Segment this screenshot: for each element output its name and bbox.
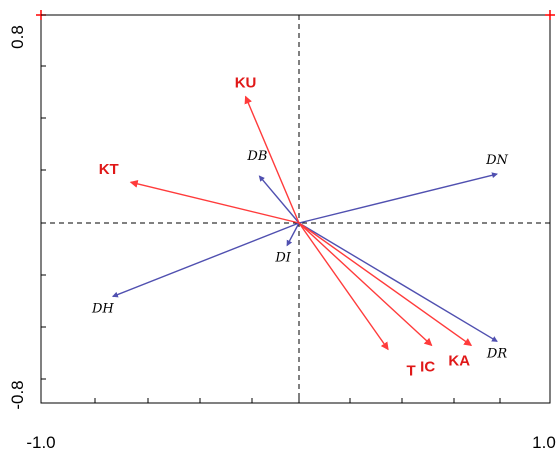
species-arrow-di (286, 222, 300, 247)
species-arrow-dh (111, 222, 300, 298)
env-label-kt: KT (99, 161, 119, 178)
x-tick-label-left: -1.0 (26, 433, 55, 452)
env-arrow-kt (129, 179, 300, 224)
env-label-ic: IC (420, 358, 435, 375)
species-arrow-dr (298, 222, 498, 342)
species-label-db: DB (246, 149, 267, 164)
env-label-t: T (407, 362, 416, 379)
env-arrow-ku (244, 95, 300, 224)
species-label-dn: DN (485, 153, 508, 168)
y-tick-label-top: 0.8 (8, 25, 27, 49)
env-label-ka: KA (448, 352, 470, 369)
environmental-arrows: KU KT T IC KA (99, 75, 473, 379)
env-arrow-t (298, 222, 389, 351)
y-axis-ticks (41, 14, 46, 380)
x-axis-ticks (40, 398, 551, 403)
y-tick-label-bottom: -0.8 (8, 380, 27, 409)
species-label-di: DI (274, 250, 291, 265)
x-tick-label-right: 1.0 (532, 433, 556, 452)
species-label-dr: DR (486, 346, 507, 361)
species-arrows: DB DN DI DH DR (91, 149, 509, 361)
species-arrow-dn (298, 172, 498, 224)
species-arrow-db (258, 175, 300, 224)
species-label-dh: DH (91, 301, 114, 316)
plot-frame (40, 14, 551, 404)
env-label-ku: KU (235, 75, 257, 92)
env-arrow-ic (298, 222, 433, 347)
env-arrow-ka (298, 222, 473, 346)
